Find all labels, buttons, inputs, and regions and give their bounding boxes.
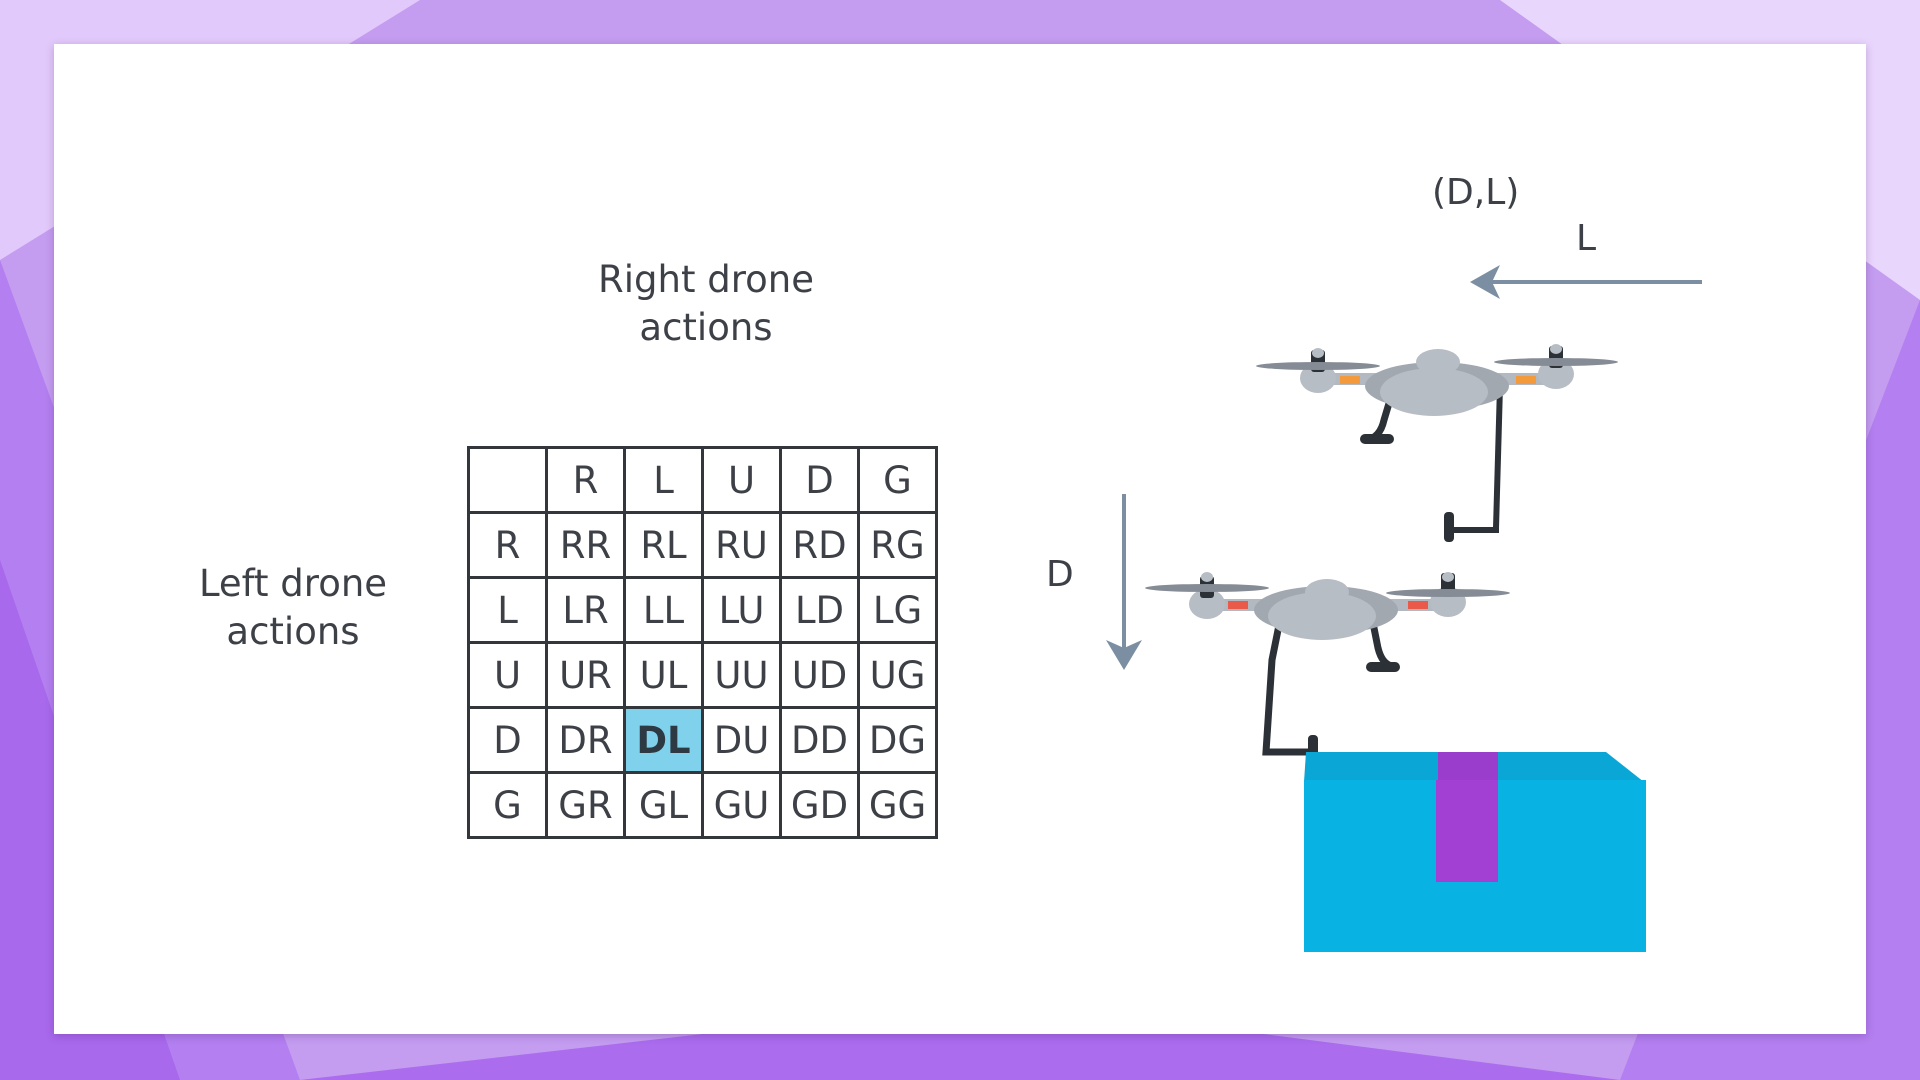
left-drone-actions-label: Left drone actions bbox=[198, 562, 388, 653]
table-cell: LU bbox=[701, 576, 782, 644]
table-cell: UL bbox=[623, 641, 704, 709]
table-cell: UG bbox=[857, 641, 938, 709]
table-row: L LR LL LU LD LG bbox=[467, 576, 938, 644]
table-cell: UD bbox=[779, 641, 860, 709]
table-row: G GR GL GU GD GG bbox=[467, 771, 938, 839]
upper-drone bbox=[1256, 344, 1618, 542]
table-cell: LG bbox=[857, 576, 938, 644]
highlighted-table-cell: DL bbox=[623, 706, 704, 774]
table-cell: DD bbox=[779, 706, 860, 774]
column-header-cell: G bbox=[857, 446, 938, 514]
table-cell: GR bbox=[545, 771, 626, 839]
table-cell: LL bbox=[623, 576, 704, 644]
table-cell: RL bbox=[623, 511, 704, 579]
column-header-cell: D bbox=[779, 446, 860, 514]
down-arrow-icon bbox=[1106, 494, 1142, 670]
package-box-icon bbox=[1304, 752, 1646, 952]
joint-action-table: R L U D G R RR RL RU RD RG L LR LL LU LD… bbox=[467, 446, 938, 839]
table-cell: GD bbox=[779, 771, 860, 839]
table-row: U UR UL UU UD UG bbox=[467, 641, 938, 709]
row-header-cell: L bbox=[467, 576, 548, 644]
table-row: R RR RL RU RD RG bbox=[467, 511, 938, 579]
joint-action-label: (D,L) bbox=[1432, 172, 1520, 213]
row-header-cell: R bbox=[467, 511, 548, 579]
column-header-cell: L bbox=[623, 446, 704, 514]
table-cell: LR bbox=[545, 576, 626, 644]
lower-drone bbox=[1145, 572, 1510, 769]
table-cell: GU bbox=[701, 771, 782, 839]
column-header-cell: R bbox=[545, 446, 626, 514]
table-cell: DU bbox=[701, 706, 782, 774]
row-header-cell: G bbox=[467, 771, 548, 839]
table-cell: GL bbox=[623, 771, 704, 839]
right-drone-actions-label: Right drone actions bbox=[598, 258, 814, 349]
table-cell: RR bbox=[545, 511, 626, 579]
row-header-cell: U bbox=[467, 641, 548, 709]
table-cell: GG bbox=[857, 771, 938, 839]
table-cell: RU bbox=[701, 511, 782, 579]
table-cell: UU bbox=[701, 641, 782, 709]
table-cell: DG bbox=[857, 706, 938, 774]
table-cell: RD bbox=[779, 511, 860, 579]
column-header-cell: U bbox=[701, 446, 782, 514]
table-cell: LD bbox=[779, 576, 860, 644]
lower-drone-move-label: D bbox=[1046, 554, 1074, 595]
row-header-cell: D bbox=[467, 706, 548, 774]
table-cell: RG bbox=[857, 511, 938, 579]
table-corner-cell bbox=[467, 446, 548, 514]
table-cell: DR bbox=[545, 706, 626, 774]
table-header-row: R L U D G bbox=[467, 446, 938, 514]
left-arrow-icon bbox=[1470, 265, 1702, 299]
upper-drone-move-label: L bbox=[1576, 218, 1597, 259]
table-cell: UR bbox=[545, 641, 626, 709]
table-row: D DR DL DU DD DG bbox=[467, 706, 938, 774]
